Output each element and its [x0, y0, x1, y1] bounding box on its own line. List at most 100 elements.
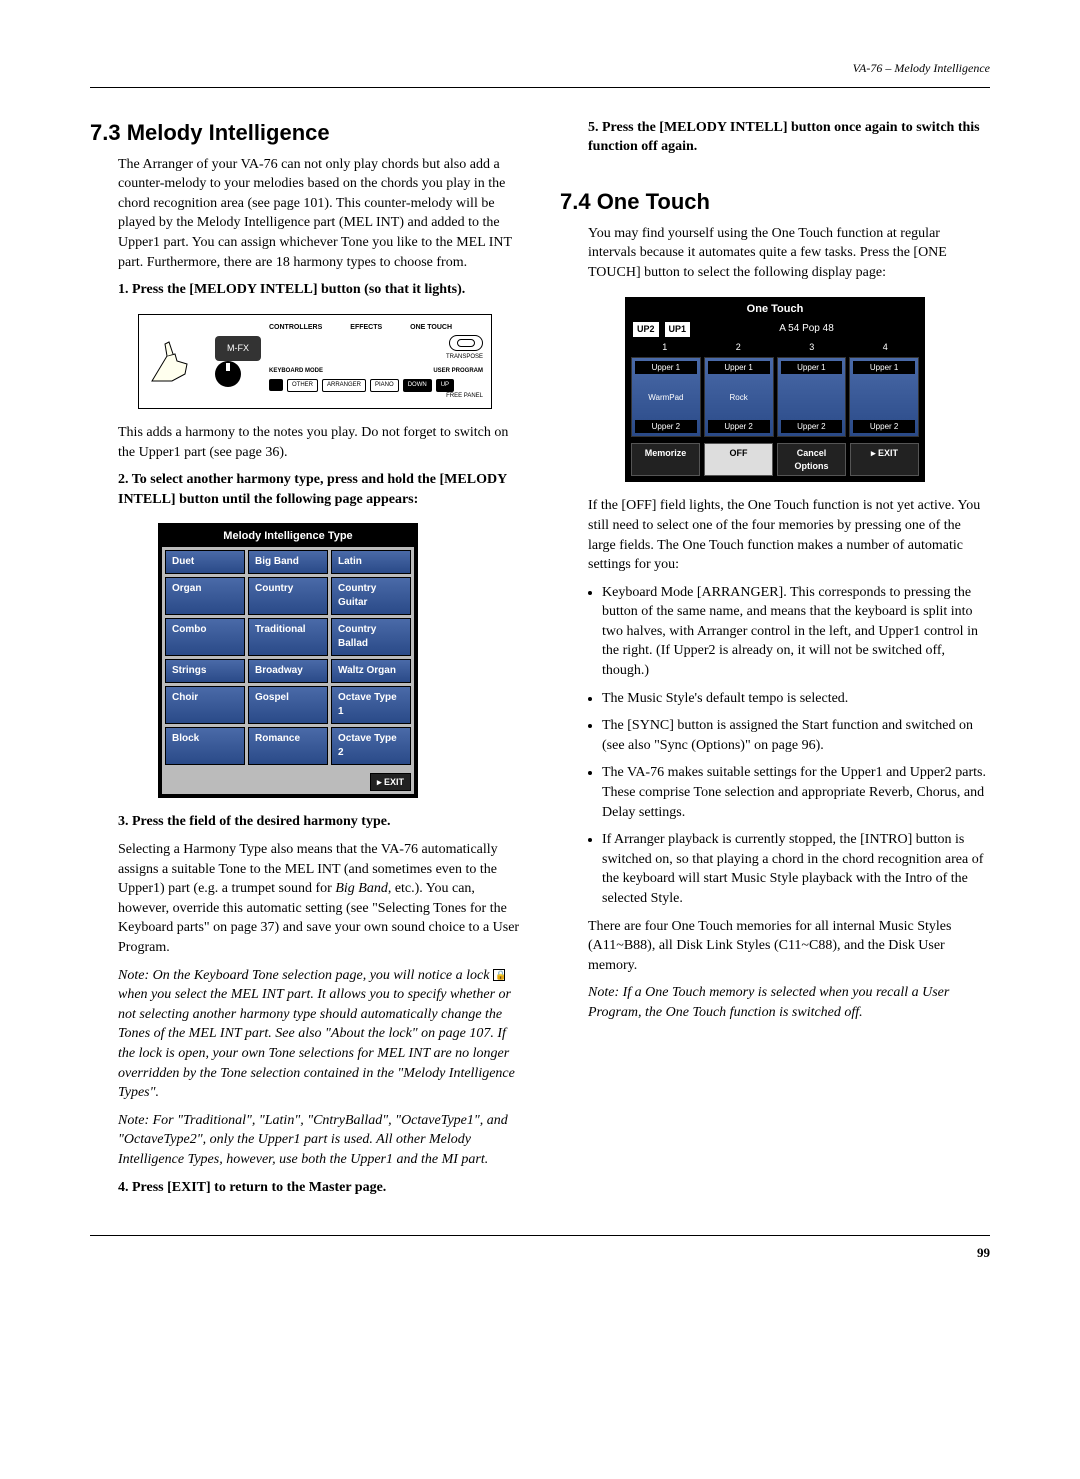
mel-cell[interactable]: Strings — [165, 659, 245, 683]
ot-preset-1[interactable]: Upper 1 WarmPad Upper 2 — [631, 357, 701, 437]
one-touch-button-icon — [449, 335, 483, 351]
ot-preset-3[interactable]: Upper 1 Upper 2 — [777, 357, 847, 437]
after-panel-1: This adds a harmony to the notes you pla… — [118, 423, 520, 462]
ot-preset-mid: Rock — [708, 392, 770, 403]
mel-cell[interactable]: Combo — [165, 618, 245, 656]
note-1a: Note: On the Keyboard Tone selection pag… — [118, 968, 493, 983]
up1-tab[interactable]: UP1 — [664, 321, 692, 338]
ot-title: One Touch — [628, 300, 922, 319]
cancel-options-button[interactable]: Cancel Options — [777, 443, 846, 476]
onetouch-bullets: Keyboard Mode [ARRANGER]. This correspon… — [588, 583, 990, 909]
mel-cell[interactable]: Latin — [331, 550, 411, 574]
step-2: 2. To select another harmony type, press… — [118, 470, 520, 509]
mel-cell[interactable]: Country Guitar — [331, 577, 411, 615]
panel-label-onetouch: ONE TOUCH — [410, 323, 452, 333]
right-column: 5. Press the [MELODY INTELL] button once… — [560, 118, 990, 1205]
two-columns: 7.3 Melody Intelligence The Arranger of … — [90, 118, 990, 1205]
step-4: 4. Press [EXIT] to return to the Master … — [118, 1178, 520, 1198]
ot-preset-bot: Upper 2 — [708, 420, 770, 433]
knob-icon — [215, 361, 241, 387]
exit-button[interactable]: ▸ EXIT — [850, 443, 919, 476]
transpose-label: TRANSPOSE — [269, 353, 483, 361]
bullet-item: If Arranger playback is currently stoppe… — [602, 830, 990, 908]
mfx-label: M-FX — [215, 336, 261, 361]
ot-preset-2[interactable]: Upper 1 Rock Upper 2 — [704, 357, 774, 437]
heading-7-4: 7.4 One Touch — [560, 187, 990, 218]
mel-cell[interactable]: Romance — [248, 727, 328, 765]
off-button[interactable]: OFF — [704, 443, 773, 476]
freepanel-label: FREE PANEL — [269, 392, 483, 400]
after-step3: Selecting a Harmony Type also means that… — [118, 840, 520, 958]
bullet-item: The VA-76 makes suitable settings for th… — [602, 763, 990, 822]
exit-label: EXIT — [878, 448, 898, 458]
ot-num: 1 — [662, 341, 667, 354]
mel-cell[interactable]: Octave Type 2 — [331, 727, 411, 765]
ot-header: UP2 UP1 A 54 Pop 48 — [628, 319, 922, 340]
mel-cell[interactable]: Block — [165, 727, 245, 765]
exit-button[interactable]: ▸ EXIT — [370, 773, 411, 792]
ot-preset-4[interactable]: Upper 1 Upper 2 — [849, 357, 919, 437]
lock-icon — [493, 969, 505, 981]
panel-label-controllers: CONTROLLERS — [269, 323, 322, 333]
ot-preset-bot: Upper 2 — [781, 420, 843, 433]
sync-icon — [269, 379, 283, 391]
mel-cell[interactable]: Organ — [165, 577, 245, 615]
memorize-button[interactable]: Memorize — [631, 443, 700, 476]
left-column: 7.3 Melody Intelligence The Arranger of … — [90, 118, 520, 1205]
step-1-text: Press the [MELODY INTELL] button (so tha… — [132, 282, 465, 297]
bullet-item: Keyboard Mode [ARRANGER]. This correspon… — [602, 583, 990, 681]
bullet-item: The Music Style's default tempo is selec… — [602, 689, 990, 709]
step-2-text: To select another harmony type, press an… — [118, 472, 507, 507]
panel-btn-arranger: ARRANGER — [322, 379, 366, 391]
mel-cell[interactable]: Duet — [165, 550, 245, 574]
mel-cell[interactable]: Choir — [165, 686, 245, 724]
step-3-text: Press the field of the desired harmony t… — [132, 814, 390, 829]
step-4-text: Press [EXIT] to return to the Master pag… — [132, 1180, 386, 1195]
trailer-note: Note: If a One Touch memory is selected … — [588, 983, 990, 1022]
exit-label: EXIT — [384, 777, 404, 787]
ot-preset-top: Upper 1 — [853, 361, 915, 374]
mel-screen-title: Melody Intelligence Type — [162, 527, 414, 546]
page-footer: 99 — [90, 1235, 990, 1262]
panel-btn-down: DOWN — [403, 379, 432, 391]
mel-cell[interactable]: Waltz Organ — [331, 659, 411, 683]
ot-presets: Upper 1 WarmPad Upper 2 Upper 1 Rock Upp… — [628, 354, 922, 440]
ot-style-label: A 54 Pop 48 — [695, 322, 918, 336]
mel-cell[interactable]: Broadway — [248, 659, 328, 683]
step-5-num: 5. — [588, 120, 602, 135]
panel-btn-other: OTHER — [287, 379, 318, 391]
ot-num: 3 — [809, 341, 814, 354]
mel-cell[interactable]: Country — [248, 577, 328, 615]
mel-cell[interactable]: Traditional — [248, 618, 328, 656]
step-4-num: 4. — [118, 1180, 132, 1195]
top-rule — [90, 87, 990, 88]
panel-figure: M-FX CONTROLLERS EFFECTS ONE TOUCH TRANS… — [138, 314, 492, 409]
ot-preset-mid: WarmPad — [635, 392, 697, 403]
panel-btn-up: UP — [436, 379, 454, 391]
ot-num: 4 — [883, 341, 888, 354]
up2-tab[interactable]: UP2 — [632, 321, 660, 338]
mel-cell[interactable]: Big Band — [248, 550, 328, 574]
bigband-italic: Big Band — [335, 881, 388, 896]
mel-cell[interactable]: Country Ballad — [331, 618, 411, 656]
step-5-text: Press the [MELODY INTELL] button once ag… — [588, 120, 980, 155]
page-number: 99 — [977, 1245, 990, 1260]
onetouch-intro: You may find yourself using the One Touc… — [588, 224, 990, 283]
after-ot-screen: If the [OFF] field lights, the One Touch… — [588, 496, 990, 574]
step-1-num: 1. — [118, 282, 132, 297]
note-1: Note: On the Keyboard Tone selection pag… — [118, 966, 520, 1103]
ot-preset-top: Upper 1 — [781, 361, 843, 374]
mel-intel-screen: Melody Intelligence Type Duet Big Band L… — [158, 523, 418, 798]
note-1b: when you select the MEL INT part. It all… — [118, 987, 515, 1100]
step-5: 5. Press the [MELODY INTELL] button once… — [588, 118, 990, 157]
ot-preset-top: Upper 1 — [635, 361, 697, 374]
one-touch-screen: One Touch UP2 UP1 A 54 Pop 48 1 2 3 4 Up… — [625, 297, 925, 483]
mel-cell[interactable]: Octave Type 1 — [331, 686, 411, 724]
hand-icon — [147, 336, 207, 386]
panel-label-effects: EFFECTS — [350, 323, 382, 333]
mel-cell[interactable]: Gospel — [248, 686, 328, 724]
ot-preset-bot: Upper 2 — [635, 420, 697, 433]
mel-screen-footer: ▸ EXIT — [162, 768, 414, 795]
mel-screen-grid: Duet Big Band Latin Organ Country Countr… — [162, 547, 414, 768]
panel-btn-piano: PIANO — [370, 379, 399, 391]
